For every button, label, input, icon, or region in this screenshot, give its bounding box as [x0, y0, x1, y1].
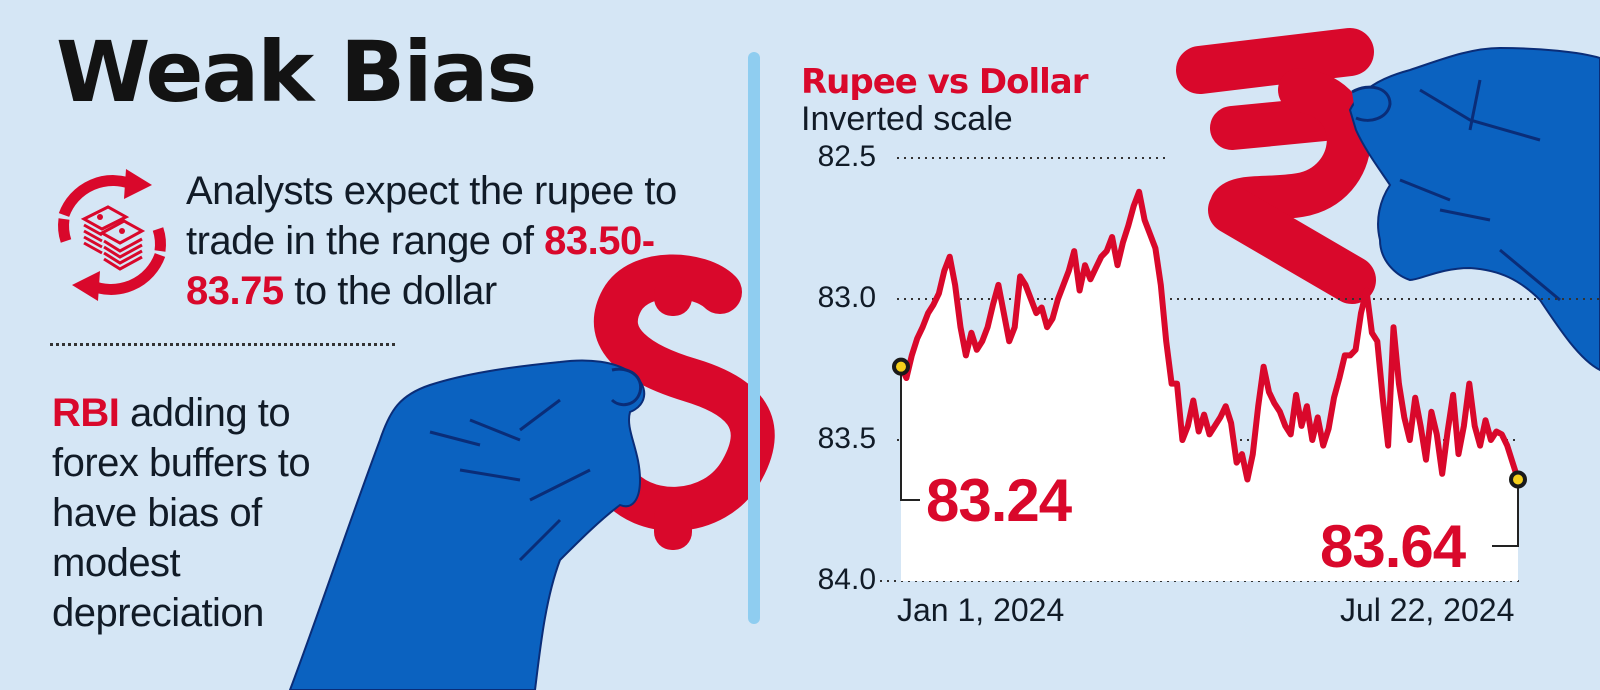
analyst-expectation-text: Analysts expect the rupee to trade in th… — [186, 166, 706, 316]
hand-holding-dollar-illustration — [288, 254, 775, 690]
y-tick-82-5: 82.5 — [817, 140, 876, 173]
end-value-callout: 83.64 — [1320, 513, 1466, 580]
x-tick-end: Jul 22, 2024 — [1340, 592, 1515, 628]
start-leader-line — [900, 372, 920, 501]
hand-holding-rupee-illustration — [1176, 28, 1600, 372]
y-tick-83-0: 83.0 — [817, 281, 876, 314]
y-tick-84-0: 84.0 — [817, 563, 876, 596]
y-tick-83-5: 83.5 — [817, 422, 876, 455]
chart-title: Rupee vs Dollar — [801, 62, 1089, 102]
lead-text: Analysts expect the rupee to trade in th… — [186, 169, 677, 263]
page-title: Weak Bias — [56, 23, 537, 121]
start-marker — [892, 357, 910, 376]
lead-text-end: to the dollar — [283, 269, 497, 313]
chart-area-fill — [901, 191, 1518, 582]
money-exchange-icon — [58, 169, 166, 301]
section-divider — [50, 343, 395, 346]
rbi-highlight: RBI — [52, 391, 120, 435]
note-text: adding to forex buffers to have bias of … — [52, 391, 311, 635]
range-highlight: 83.50-83.75 — [186, 219, 655, 313]
rbi-note: RBI adding to forex buffers to have bias… — [52, 388, 312, 638]
vertical-divider — [748, 52, 760, 624]
chart-subtitle: Inverted scale — [801, 100, 1013, 138]
end-marker — [1509, 470, 1527, 489]
start-value-callout: 83.24 — [926, 467, 1072, 534]
x-tick-start: Jan 1, 2024 — [897, 592, 1065, 628]
end-leader-line — [1492, 480, 1519, 547]
chart-line — [898, 188, 1521, 483]
